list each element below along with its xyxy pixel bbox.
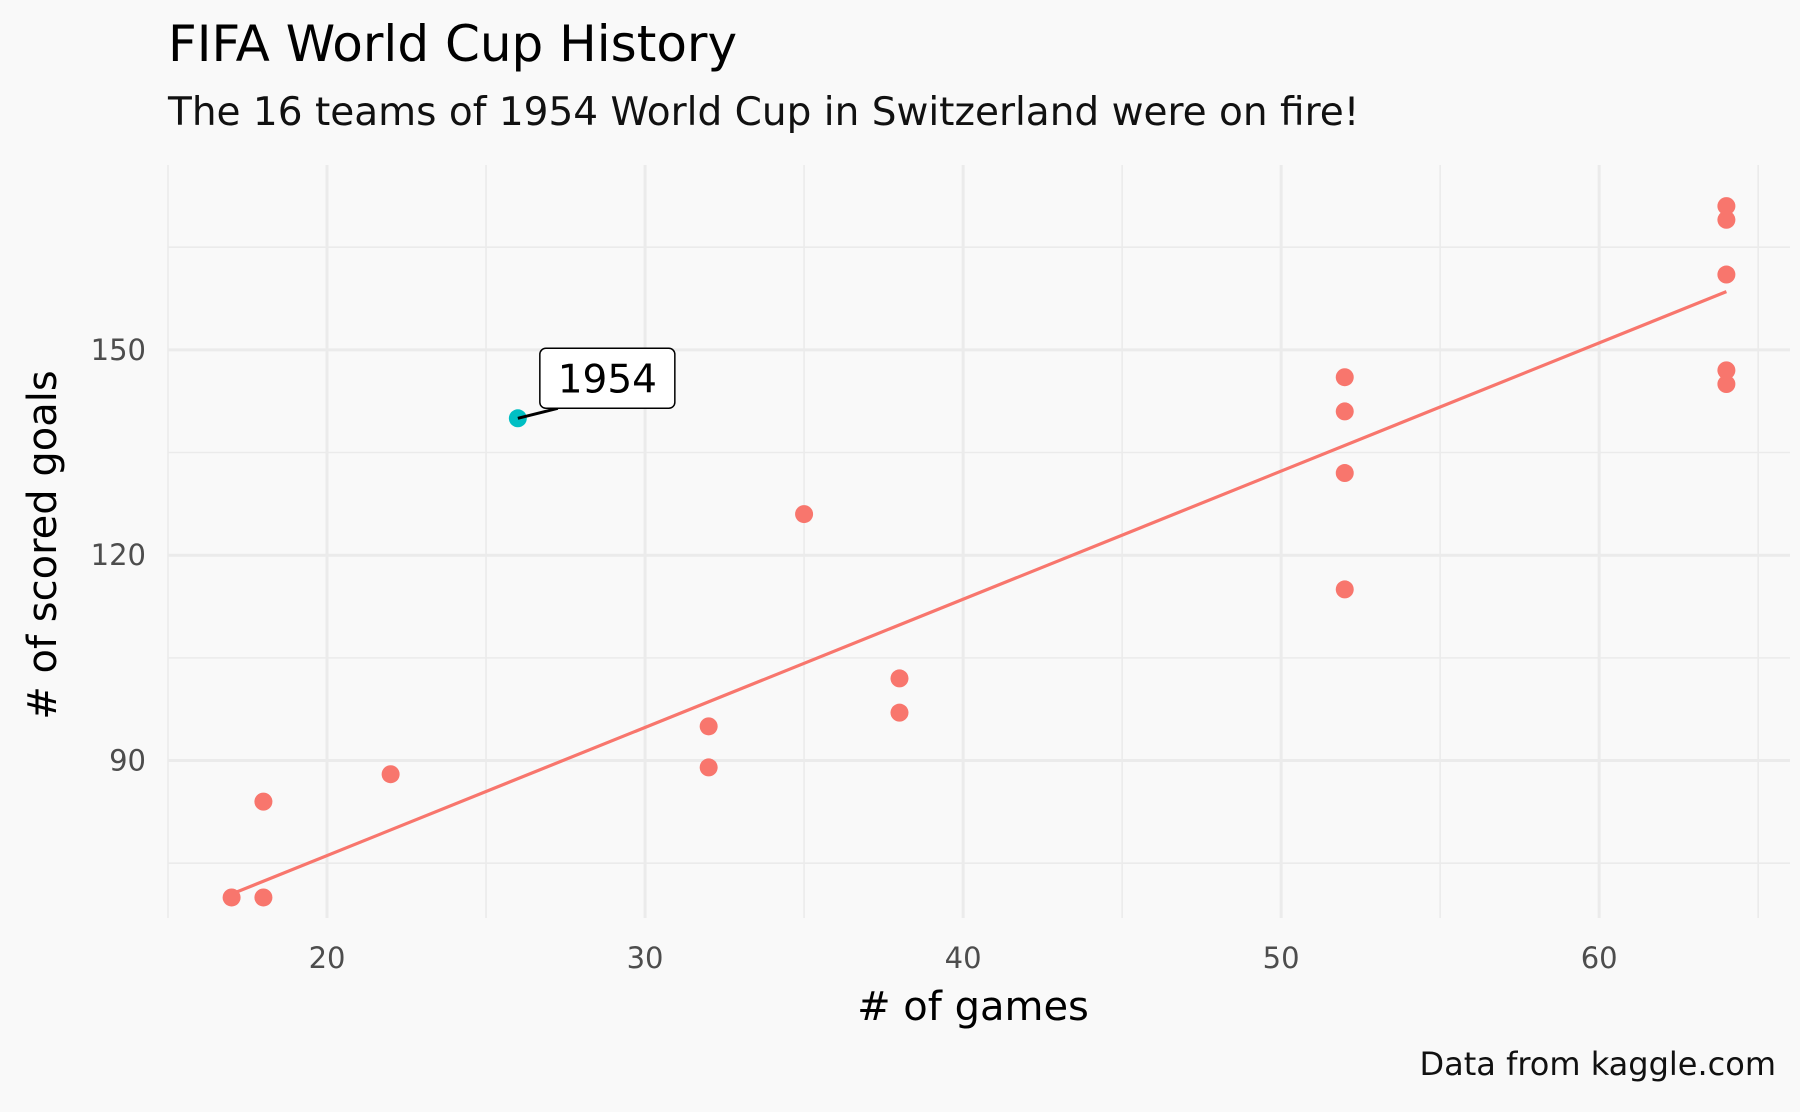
data-point <box>222 888 241 907</box>
data-point <box>1335 580 1354 599</box>
annotation-label-box <box>539 347 676 410</box>
data-point <box>1717 375 1736 394</box>
chart-caption: Data from kaggle.com <box>1419 1045 1776 1083</box>
trend-line <box>231 290 1727 896</box>
data-point <box>254 888 273 907</box>
trend-line-group <box>231 290 1727 896</box>
annotation-label: 1954 <box>558 357 657 402</box>
y-axis-ticks: 90 120 150 <box>91 333 146 778</box>
data-point <box>1717 197 1736 216</box>
grid-lines <box>167 165 1790 918</box>
x-tick-label: 50 <box>1263 941 1300 975</box>
data-point <box>1335 402 1354 421</box>
data-point <box>699 758 718 777</box>
data-point <box>890 703 909 722</box>
annotation-leader-line <box>517 406 559 420</box>
y-tick-label: 150 <box>91 333 146 367</box>
data-point <box>795 505 814 524</box>
x-tick-label: 30 <box>627 941 664 975</box>
y-tick-label: 90 <box>109 744 146 778</box>
data-point <box>381 765 400 784</box>
x-axis-ticks: 20 30 40 50 60 <box>309 941 1618 975</box>
annotation-group: 1954 <box>517 347 676 420</box>
y-axis-title: # of scored goals <box>20 370 66 719</box>
data-point <box>1717 210 1736 229</box>
x-tick-label: 20 <box>309 941 346 975</box>
data-point <box>254 792 273 811</box>
x-axis-title: # of games <box>857 984 1089 1030</box>
x-tick-label: 60 <box>1581 941 1618 975</box>
chart-title: FIFA World Cup History <box>168 15 738 73</box>
data-point <box>699 717 718 736</box>
chart-subtitle: The 16 teams of 1954 World Cup in Switze… <box>168 90 1360 135</box>
data-point <box>890 669 909 688</box>
data-point <box>1717 265 1736 284</box>
data-points <box>222 197 1736 907</box>
data-point <box>1335 368 1354 387</box>
y-tick-label: 120 <box>91 538 146 572</box>
data-point <box>1717 361 1736 380</box>
x-tick-label: 40 <box>945 941 982 975</box>
data-point <box>1335 464 1354 483</box>
